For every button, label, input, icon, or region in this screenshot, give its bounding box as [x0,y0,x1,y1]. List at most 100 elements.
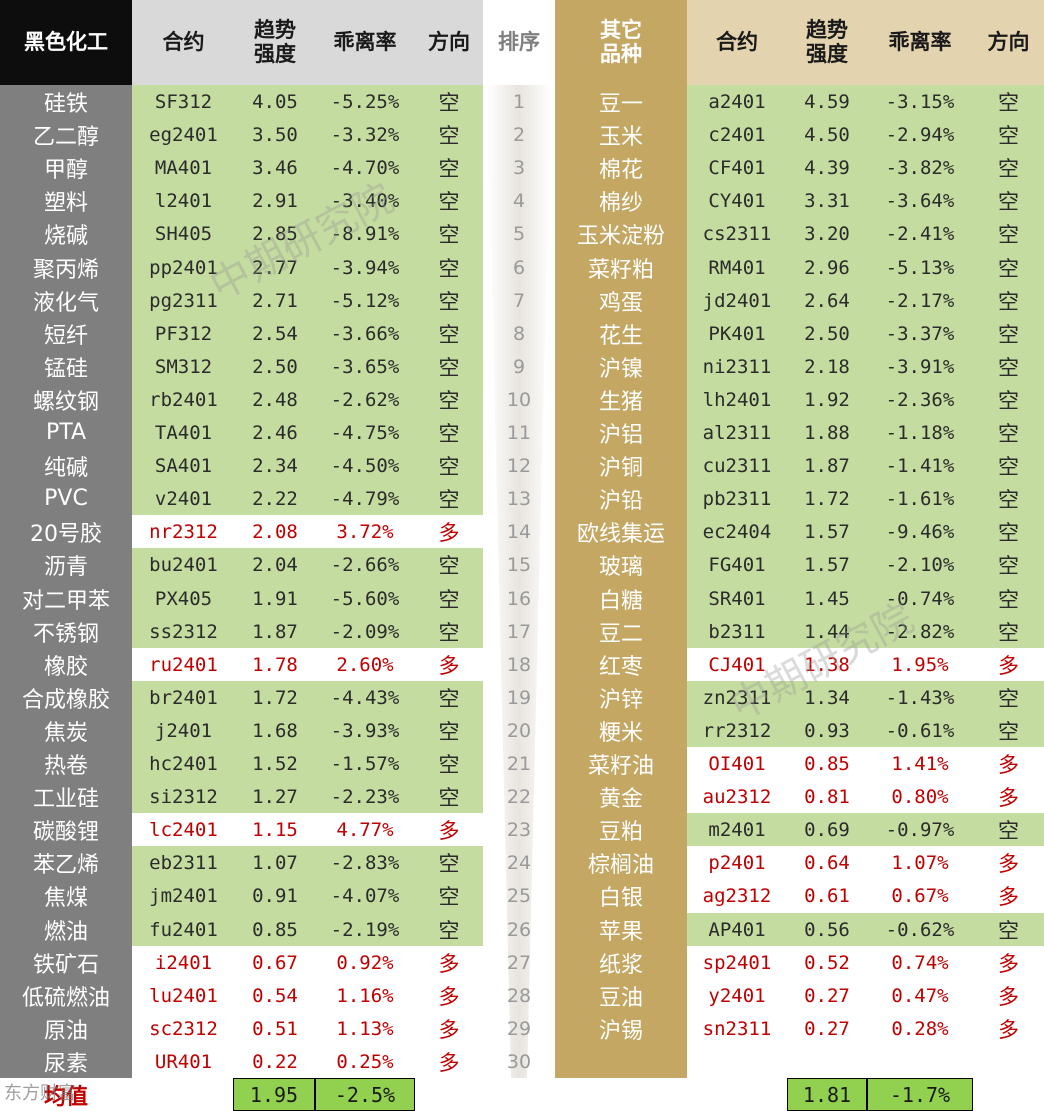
right-contract-cell: a2401 [687,85,787,118]
left-direction-cell: 空 [415,317,483,350]
right-direction-cell: 空 [973,151,1044,184]
left-strength-cell: 0.51 [235,1012,315,1045]
left-strength-cell: 0.54 [235,979,315,1012]
right-strength-cell: 0.27 [787,1012,867,1045]
right-contract-cell [687,1045,787,1078]
left-contract-cell: si2312 [132,780,235,813]
header-left-deviation: 乖离率 [315,0,415,85]
right-name-cell: 沪锡 [555,1012,687,1045]
right-contract-cell: al2311 [687,416,787,449]
left-deviation-cell: -3.32% [315,118,415,151]
left-name-cell: 纯碱 [0,449,132,482]
right-strength-cell: 4.59 [787,85,867,118]
right-direction-cell: 空 [973,482,1044,515]
average-right-deviation: -1.7% [867,1078,973,1111]
right-strength-cell: 0.81 [787,780,867,813]
right-direction-cell: 空 [973,913,1044,946]
left-direction-cell: 空 [415,118,483,151]
right-contract-cell: OI401 [687,747,787,780]
left-contract-cell: eb2311 [132,846,235,879]
left-contract-cell: fu2401 [132,913,235,946]
right-contract-cell: rr2312 [687,714,787,747]
left-contract-cell: ss2312 [132,615,235,648]
right-contract-cell: b2311 [687,615,787,648]
right-deviation-cell: -2.10% [867,548,973,582]
left-name-cell: 焦炭 [0,714,132,747]
left-deviation-cell: -2.66% [315,548,415,582]
left-name-cell: 原油 [0,1012,132,1045]
left-deviation-cell: -4.50% [315,449,415,482]
right-strength-cell: 1.45 [787,582,867,615]
left-deviation-cell: -2.09% [315,615,415,648]
right-name-cell: 玉米淀粉 [555,217,687,251]
right-name-cell: 菜籽油 [555,747,687,780]
left-deviation-cell: -4.70% [315,151,415,184]
left-strength-cell: 0.67 [235,946,315,979]
left-direction-cell: 空 [415,251,483,284]
left-deviation-cell: 3.72% [315,515,415,548]
right-direction-cell: 空 [973,813,1044,846]
left-name-cell: 合成橡胶 [0,681,132,714]
left-contract-cell: SA401 [132,449,235,482]
rank-cell: 28 [506,984,532,1007]
left-contract-cell: SM312 [132,350,235,383]
right-direction-cell: 多 [973,946,1044,979]
right-direction-cell: 空 [973,383,1044,416]
header-right-deviation: 乖离率 [867,0,973,85]
right-name-cell: 豆油 [555,979,687,1012]
left-contract-cell: UR401 [132,1045,235,1078]
right-deviation-cell: -3.82% [867,151,973,184]
left-name-cell: 短纤 [0,317,132,350]
right-contract-cell: ag2312 [687,879,787,913]
right-contract-cell: zn2311 [687,681,787,714]
right-name-cell: 豆二 [555,615,687,648]
left-strength-cell: 3.46 [235,151,315,184]
right-deviation-cell: -9.46% [867,515,973,548]
right-direction-cell: 空 [973,615,1044,648]
left-deviation-cell: -3.40% [315,184,415,217]
right-name-cell: 沪铅 [555,482,687,515]
right-contract-cell: jd2401 [687,284,787,317]
right-strength-cell: 2.50 [787,317,867,350]
left-name-cell: 铁矿石 [0,946,132,979]
right-direction-cell: 空 [973,582,1044,615]
right-name-cell: 棕榈油 [555,846,687,879]
left-name-cell: PVC [0,482,132,515]
right-strength-cell: 2.96 [787,251,867,284]
average-left-deviation: -2.5% [315,1078,415,1111]
right-strength-cell: 0.52 [787,946,867,979]
left-deviation-cell: -1.57% [315,747,415,780]
right-deviation-cell: -0.97% [867,813,973,846]
header-left-direction: 方向 [415,0,483,85]
left-name-cell: 工业硅 [0,780,132,813]
right-strength-cell: 1.72 [787,482,867,515]
rank-cell: 10 [506,388,532,411]
right-contract-cell: RM401 [687,251,787,284]
left-direction-cell: 空 [415,846,483,879]
left-contract-cell: PX405 [132,582,235,615]
right-direction-cell: 空 [973,681,1044,714]
left-name-cell: 燃油 [0,913,132,946]
right-strength-cell: 3.31 [787,184,867,217]
right-name-cell: 生猪 [555,383,687,416]
left-strength-cell: 4.05 [235,85,315,118]
left-deviation-cell: 4.77% [315,813,415,846]
right-contract-cell: sn2311 [687,1012,787,1045]
right-strength-cell: 1.57 [787,515,867,548]
right-strength-cell: 1.87 [787,449,867,482]
left-contract-cell: SH405 [132,217,235,251]
left-contract-cell: pg2311 [132,284,235,317]
right-deviation-cell: -0.62% [867,913,973,946]
right-deviation-cell: -0.74% [867,582,973,615]
left-strength-cell: 1.72 [235,681,315,714]
header-rank: 排序 [483,0,555,85]
left-direction-cell: 空 [415,482,483,515]
left-name-cell: 硅铁 [0,85,132,118]
right-name-cell: 棉花 [555,151,687,184]
right-deviation-cell: 1.07% [867,846,973,879]
right-deviation-cell: -2.17% [867,284,973,317]
right-strength-cell: 0.64 [787,846,867,879]
right-deviation-cell: -3.37% [867,317,973,350]
right-direction-cell: 空 [973,317,1044,350]
right-name-cell: 沪锌 [555,681,687,714]
